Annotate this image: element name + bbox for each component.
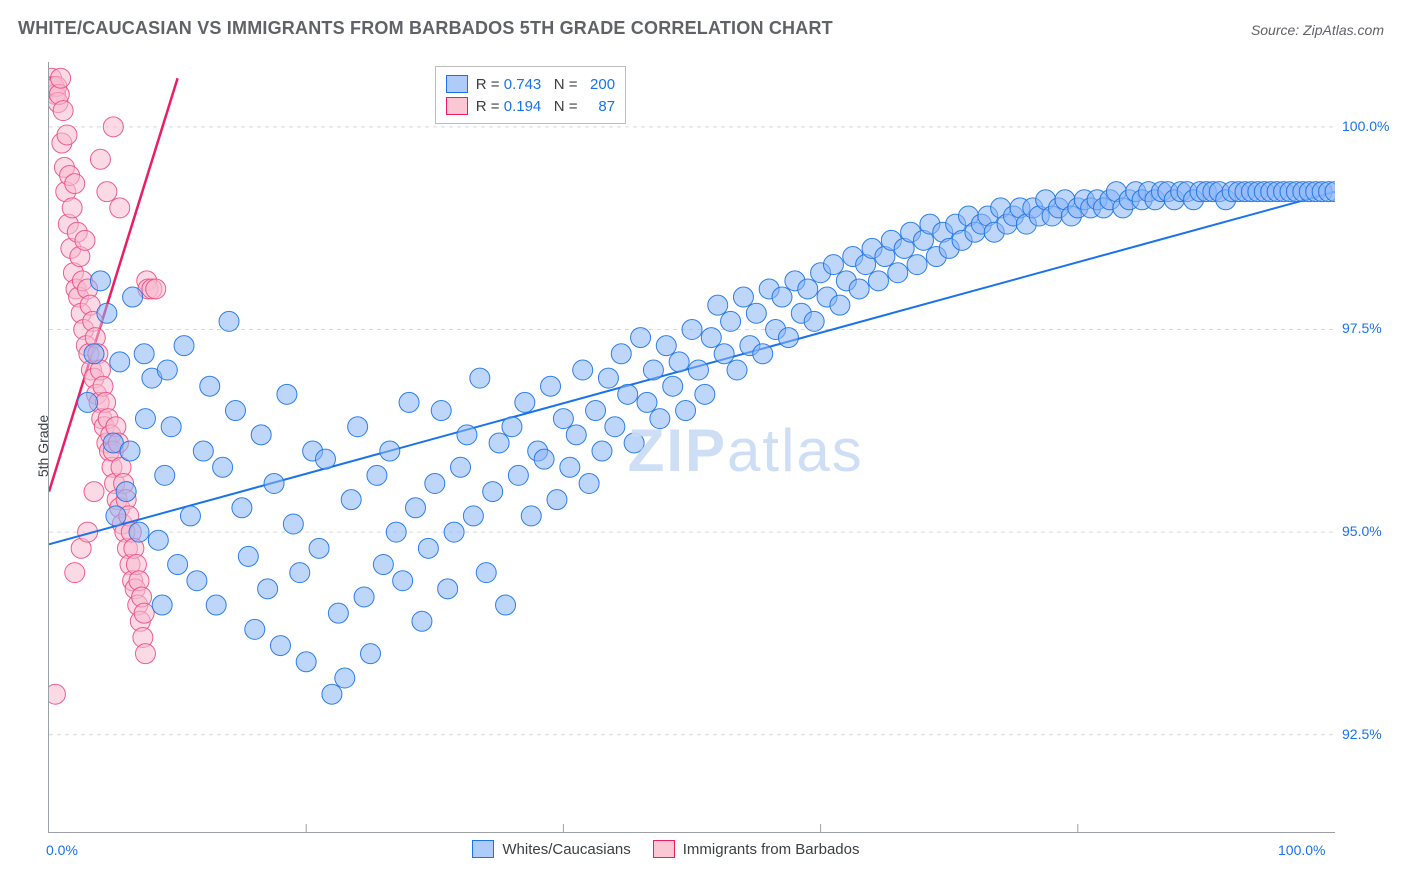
x-tick-min: 0.0% [46, 842, 78, 858]
chart-container: WHITE/CAUCASIAN VS IMMIGRANTS FROM BARBA… [0, 0, 1406, 892]
series-legend-label: Whites/Caucasians [502, 841, 630, 858]
correlation-legend: R = 0.743 N = 200R = 0.194 N = 87 [435, 66, 626, 124]
series-legend: Whites/Caucasians Immigrants from Barbado… [472, 840, 859, 858]
x-tick-max: 100.0% [1278, 842, 1325, 858]
legend-swatch [653, 840, 675, 858]
series-legend-item: Immigrants from Barbados [653, 840, 860, 858]
y-tick-label: 97.5% [1342, 320, 1382, 336]
legend-swatch [446, 97, 468, 115]
chart-title: WHITE/CAUCASIAN VS IMMIGRANTS FROM BARBA… [18, 18, 833, 39]
legend-row: R = 0.743 N = 200 [446, 73, 615, 95]
y-tick-label: 100.0% [1342, 118, 1389, 134]
scatter-svg [49, 62, 1335, 832]
series-legend-label: Immigrants from Barbados [683, 841, 860, 858]
y-tick-label: 95.0% [1342, 523, 1382, 539]
legend-row: R = 0.194 N = 87 [446, 95, 615, 117]
y-tick-label: 92.5% [1342, 726, 1382, 742]
legend-swatch [446, 75, 468, 93]
source-label: Source: ZipAtlas.com [1251, 22, 1384, 38]
legend-swatch [472, 840, 494, 858]
plot-area: ZIPatlas R = 0.743 N = 200R = 0.194 N = … [48, 62, 1335, 833]
series-legend-item: Whites/Caucasians [472, 840, 630, 858]
